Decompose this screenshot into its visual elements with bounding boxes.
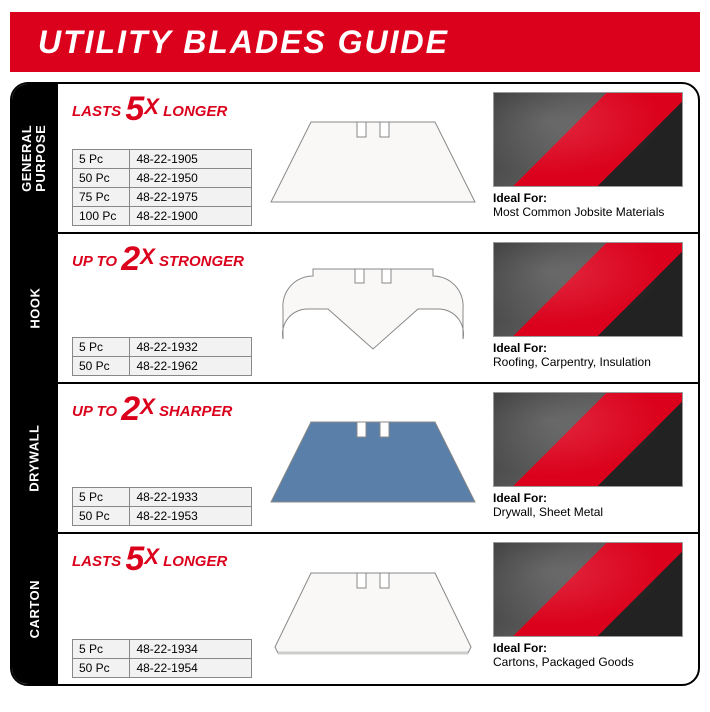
table-row: 50 Pc48-22-1962: [73, 357, 252, 376]
sku-number: 48-22-1975: [130, 188, 252, 207]
ideal-for-text: Most Common Jobsite Materials: [493, 205, 688, 219]
table-row: 50 Pc48-22-1953: [73, 507, 252, 526]
sku-number: 48-22-1932: [130, 338, 252, 357]
performance-claim: LASTS 5X LONGER: [72, 92, 252, 126]
table-row: 5 Pc48-22-1933: [73, 488, 252, 507]
sku-table: 5 Pc48-22-190550 Pc48-22-195075 Pc48-22-…: [72, 149, 252, 226]
row-content: LASTS 5X LONGER 5 Pc48-22-193450 Pc48-22-…: [58, 534, 698, 684]
claim-x: X: [144, 94, 159, 119]
claim-number: 5: [125, 90, 144, 128]
application-thumbnail: [493, 92, 683, 187]
application-thumbnail: [493, 392, 683, 487]
row-content: UP TO 2X STRONGER 5 Pc48-22-193250 Pc48-2…: [58, 234, 698, 382]
claim-prefix: LASTS: [72, 553, 121, 570]
sku-qty: 5 Pc: [73, 640, 130, 659]
table-row: 75 Pc48-22-1975: [73, 188, 252, 207]
claim-suffix: SHARPER: [159, 403, 232, 420]
claim-prefix: LASTS: [72, 103, 121, 120]
sku-qty: 75 Pc: [73, 188, 130, 207]
category-tab: GENERALPURPOSE: [12, 84, 58, 232]
claim-and-sku-column: LASTS 5X LONGER 5 Pc48-22-190550 Pc48-22-…: [72, 92, 252, 226]
sku-table: 5 Pc48-22-193350 Pc48-22-1953: [72, 487, 252, 526]
application-thumbnail: [493, 542, 683, 637]
blade-illustration: [262, 392, 483, 526]
category-label: CARTON: [28, 580, 42, 638]
claim-x: X: [140, 394, 155, 419]
performance-claim: UP TO 2X STRONGER: [72, 242, 252, 276]
sku-qty: 5 Pc: [73, 488, 130, 507]
sku-number: 48-22-1950: [130, 169, 252, 188]
category-tab: HOOK: [12, 234, 58, 382]
ideal-for-label: Ideal For:: [493, 341, 688, 355]
ideal-for-column: Ideal For:Drywall, Sheet Metal: [493, 392, 688, 526]
blade-illustration: [262, 92, 483, 226]
category-label: GENERALPURPOSE: [21, 124, 50, 191]
table-row: 5 Pc48-22-1932: [73, 338, 252, 357]
application-thumbnail: [493, 242, 683, 337]
sku-number: 48-22-1933: [130, 488, 252, 507]
sku-table: 5 Pc48-22-193250 Pc48-22-1962: [72, 337, 252, 376]
sku-qty: 50 Pc: [73, 357, 130, 376]
guide-row: GENERALPURPOSELASTS 5X LONGER5 Pc48-22-1…: [12, 84, 698, 234]
claim-suffix: LONGER: [163, 553, 227, 570]
sku-number: 48-22-1934: [130, 640, 252, 659]
claim-prefix: UP TO: [72, 253, 117, 270]
performance-claim: UP TO 2X SHARPER: [72, 392, 252, 426]
ideal-for-label: Ideal For:: [493, 641, 688, 655]
claim-x: X: [140, 244, 155, 269]
table-row: 50 Pc48-22-1954: [73, 659, 252, 678]
claim-number: 5: [125, 540, 144, 578]
table-row: 50 Pc48-22-1950: [73, 169, 252, 188]
ideal-for-column: Ideal For:Most Common Jobsite Materials: [493, 92, 688, 226]
sku-qty: 50 Pc: [73, 507, 130, 526]
claim-and-sku-column: UP TO 2X SHARPER 5 Pc48-22-193350 Pc48-22…: [72, 392, 252, 526]
claim-x: X: [144, 544, 159, 569]
header-title: UTILITY BLADES GUIDE: [38, 24, 449, 61]
ideal-for-column: Ideal For:Roofing, Carpentry, Insulation: [493, 242, 688, 376]
sku-table: 5 Pc48-22-193450 Pc48-22-1954: [72, 639, 252, 678]
ideal-for-label: Ideal For:: [493, 491, 688, 505]
sku-qty: 50 Pc: [73, 659, 130, 678]
ideal-for-text: Roofing, Carpentry, Insulation: [493, 355, 688, 369]
ideal-for-label: Ideal For:: [493, 191, 688, 205]
sku-number: 48-22-1962: [130, 357, 252, 376]
claim-suffix: LONGER: [163, 103, 227, 120]
guide-row: CARTON LASTS 5X LONGER 5 Pc48-22-193450 Pc…: [12, 534, 698, 684]
sku-qty: 50 Pc: [73, 169, 130, 188]
performance-claim: LASTS 5X LONGER: [72, 542, 252, 576]
category-tab: DRYWALL: [12, 384, 58, 532]
sku-number: 48-22-1953: [130, 507, 252, 526]
table-row: 5 Pc48-22-1934: [73, 640, 252, 659]
sku-number: 48-22-1900: [130, 207, 252, 226]
header-banner: UTILITY BLADES GUIDE: [10, 12, 700, 72]
category-label: HOOK: [28, 287, 42, 328]
row-content: UP TO 2X SHARPER 5 Pc48-22-193350 Pc48-22…: [58, 384, 698, 532]
ideal-for-text: Cartons, Packaged Goods: [493, 655, 688, 669]
table-row: 100 Pc48-22-1900: [73, 207, 252, 226]
claim-prefix: UP TO: [72, 403, 117, 420]
sku-qty: 5 Pc: [73, 150, 130, 169]
blade-illustration: [262, 242, 483, 376]
ideal-for-column: Ideal For:Cartons, Packaged Goods: [493, 542, 688, 678]
claim-and-sku-column: UP TO 2X STRONGER 5 Pc48-22-193250 Pc48-2…: [72, 242, 252, 376]
row-content: LASTS 5X LONGER 5 Pc48-22-190550 Pc48-22-…: [58, 84, 698, 232]
category-tab: CARTON: [12, 534, 58, 684]
ideal-for-text: Drywall, Sheet Metal: [493, 505, 688, 519]
sku-qty: 100 Pc: [73, 207, 130, 226]
claim-suffix: STRONGER: [159, 253, 244, 270]
table-row: 5 Pc48-22-1905: [73, 150, 252, 169]
claim-number: 2: [121, 390, 140, 428]
blade-guide-table: GENERALPURPOSELASTS 5X LONGER5 Pc48-22-1…: [10, 82, 700, 686]
sku-qty: 5 Pc: [73, 338, 130, 357]
sku-number: 48-22-1954: [130, 659, 252, 678]
claim-and-sku-column: LASTS 5X LONGER 5 Pc48-22-193450 Pc48-22-…: [72, 542, 252, 678]
category-label: DRYWALL: [28, 424, 42, 491]
guide-row: HOOK UP TO 2X STRONGER 5 Pc48-22-193250 Pc…: [12, 234, 698, 384]
claim-number: 2: [121, 240, 140, 278]
sku-number: 48-22-1905: [130, 150, 252, 169]
blade-illustration: [262, 542, 483, 678]
guide-row: DRYWALL UP TO 2X SHARPER 5 Pc48-22-193350 …: [12, 384, 698, 534]
